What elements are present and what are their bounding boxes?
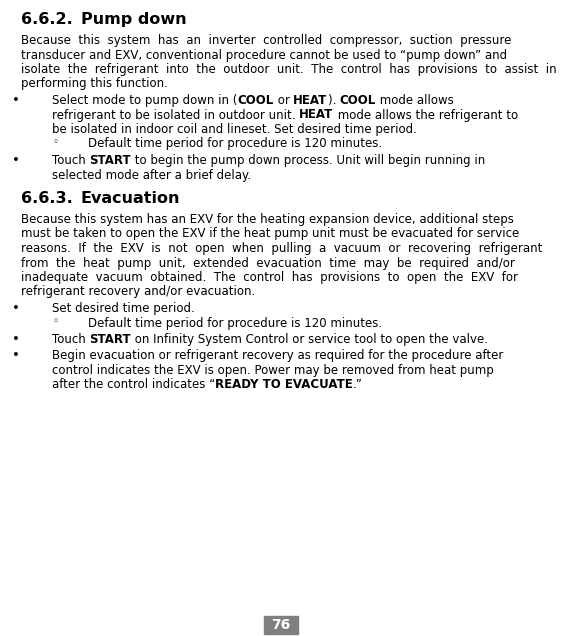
Text: Default time period for procedure is 120 minutes.: Default time period for procedure is 120…	[88, 137, 382, 151]
Text: on Infinity System Control or service tool to open the valve.: on Infinity System Control or service to…	[131, 333, 488, 346]
Text: be isolated in indoor coil and lineset. Set desired time period.: be isolated in indoor coil and lineset. …	[52, 123, 417, 136]
Text: •: •	[12, 302, 20, 315]
FancyBboxPatch shape	[264, 616, 298, 634]
Text: •: •	[12, 154, 20, 167]
Text: Set desired time period.: Set desired time period.	[52, 302, 195, 315]
Text: Pump down: Pump down	[81, 12, 187, 27]
Text: refrigerant recovery and/or evacuation.: refrigerant recovery and/or evacuation.	[21, 286, 255, 298]
Text: Default time period for procedure is 120 minutes.: Default time period for procedure is 120…	[88, 317, 382, 329]
Text: Begin evacuation or refrigerant recovery as required for the procedure after: Begin evacuation or refrigerant recovery…	[52, 350, 504, 363]
Text: 6.6.2.: 6.6.2.	[21, 12, 72, 27]
Text: inadequate  vacuum  obtained.  The  control  has  provisions  to  open  the  EXV: inadequate vacuum obtained. The control …	[21, 271, 518, 284]
Text: mode allows: mode allows	[376, 94, 454, 107]
Text: ◦: ◦	[52, 317, 58, 326]
Text: COOL: COOL	[339, 94, 376, 107]
Text: performing this function.: performing this function.	[21, 78, 168, 90]
Text: START: START	[89, 154, 131, 167]
Text: after the control indicates “: after the control indicates “	[52, 378, 215, 392]
Text: Touch: Touch	[52, 333, 89, 346]
Text: from  the  heat  pump  unit,  extended  evacuation  time  may  be  required  and: from the heat pump unit, extended evacua…	[21, 256, 515, 270]
Text: 76: 76	[271, 618, 291, 632]
Text: transducer and EXV, conventional procedure cannot be used to “pump down” and: transducer and EXV, conventional procedu…	[21, 48, 507, 62]
Text: mode allows the refrigerant to: mode allows the refrigerant to	[333, 109, 518, 121]
Text: HEAT: HEAT	[293, 94, 328, 107]
Text: COOL: COOL	[237, 94, 274, 107]
Text: isolate  the  refrigerant  into  the  outdoor  unit.  The  control  has  provisi: isolate the refrigerant into the outdoor…	[21, 63, 556, 76]
Text: •: •	[12, 94, 20, 107]
Text: ).: ).	[328, 94, 339, 107]
Text: Evacuation: Evacuation	[81, 191, 180, 206]
Text: Because this system has an EXV for the heating expansion device, additional step: Because this system has an EXV for the h…	[21, 213, 514, 226]
Text: Touch: Touch	[52, 154, 89, 167]
Text: Because  this  system  has  an  inverter  controlled  compressor,  suction  pres: Because this system has an inverter cont…	[21, 34, 511, 47]
Text: refrigerant to be isolated in outdoor unit.: refrigerant to be isolated in outdoor un…	[52, 109, 299, 121]
Text: Select mode to pump down in (: Select mode to pump down in (	[52, 94, 237, 107]
Text: selected mode after a brief delay.: selected mode after a brief delay.	[52, 169, 251, 181]
Text: START: START	[89, 333, 131, 346]
Text: reasons.  If  the  EXV  is  not  open  when  pulling  a  vacuum  or  recovering : reasons. If the EXV is not open when pul…	[21, 242, 542, 255]
Text: control indicates the EXV is open. Power may be removed from heat pump: control indicates the EXV is open. Power…	[52, 364, 494, 377]
Text: READY TO EVACUATE: READY TO EVACUATE	[215, 378, 353, 392]
Text: 6.6.3.: 6.6.3.	[21, 191, 72, 206]
Text: •: •	[12, 350, 20, 363]
Text: must be taken to open the EXV if the heat pump unit must be evacuated for servic: must be taken to open the EXV if the hea…	[21, 228, 519, 240]
Text: HEAT: HEAT	[299, 109, 333, 121]
Text: .”: .”	[353, 378, 363, 392]
Text: •: •	[12, 333, 20, 346]
Text: ◦: ◦	[52, 137, 58, 148]
Text: or: or	[274, 94, 293, 107]
Text: to begin the pump down process. Unit will begin running in: to begin the pump down process. Unit wil…	[131, 154, 486, 167]
